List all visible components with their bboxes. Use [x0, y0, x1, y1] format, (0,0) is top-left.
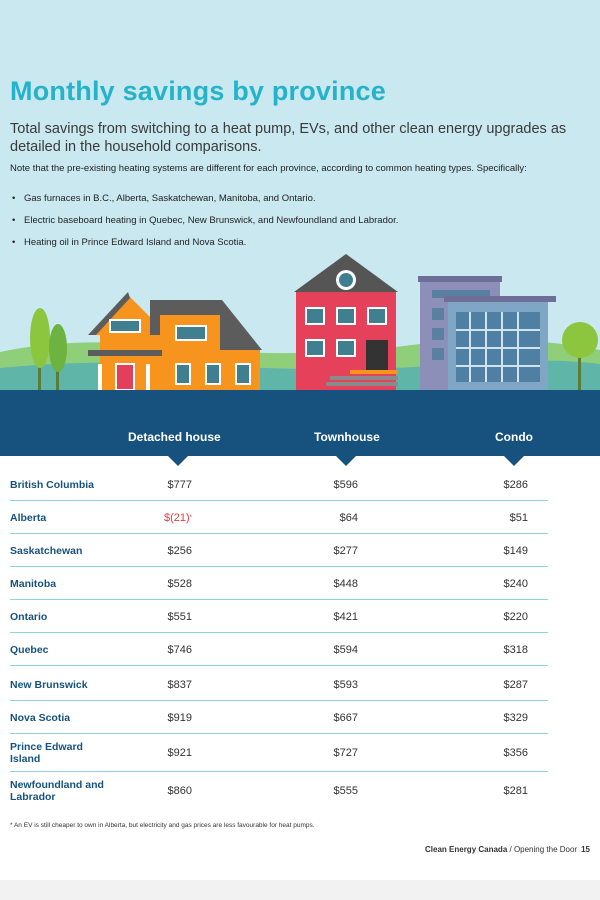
table-row: Nova Scotia $919 $667 $329 [0, 701, 600, 734]
footnote: * An EV is still cheaper to own in Alber… [10, 822, 315, 829]
detached-house-icon [88, 292, 262, 391]
townhouse-value: $277 [333, 544, 358, 557]
heating-list: Gas furnaces in B.C., Alberta, Saskatche… [10, 193, 580, 259]
tree-icon [30, 308, 67, 390]
detached-value: $919 [167, 711, 192, 724]
detached-value: $777 [167, 478, 192, 491]
townhouse-value: $596 [333, 478, 358, 491]
column-header-band [0, 390, 600, 456]
row-divider [10, 632, 548, 633]
townhouse-value: $555 [333, 785, 358, 797]
footer-organization: Clean Energy Canada [425, 845, 508, 854]
page-footer: Clean Energy Canada / Opening the Door 15 [425, 845, 590, 854]
heating-list-item: Heating oil in Prince Edward Island and … [10, 237, 580, 249]
condo-value: $51 [509, 511, 528, 524]
condo-value: $318 [503, 643, 528, 656]
footnote-marker: * [189, 514, 192, 521]
row-divider [10, 533, 548, 534]
table-row: Ontario $551 $421 $220 [0, 600, 600, 633]
province-name: Quebec [10, 643, 49, 656]
province-name: Manitoba [10, 577, 57, 590]
footer-separator: / [507, 845, 514, 854]
row-divider [10, 566, 548, 567]
page-subtitle: Total savings from switching to a heat p… [10, 121, 567, 155]
table-row: Prince Edward Island $921 $727 $356 [0, 734, 600, 772]
detached-value: $256 [167, 544, 192, 557]
province-name: British Columbia [10, 478, 95, 491]
province-name: Alberta [10, 511, 47, 524]
column-pointer [335, 455, 357, 466]
condo-value: $287 [503, 678, 528, 691]
row-divider [10, 700, 548, 701]
condo-value: $356 [503, 747, 528, 759]
townhouse-value: $727 [333, 747, 358, 759]
column-pointer [503, 455, 525, 466]
province-name: Saskatchewan [10, 544, 83, 557]
row-divider [10, 771, 548, 772]
condo-value: $220 [503, 610, 528, 623]
row-divider [10, 733, 548, 734]
tree-icon [562, 322, 598, 390]
townhouse-value: $667 [333, 711, 358, 724]
table-row: British Columbia $777 $596 $286 [0, 468, 600, 501]
heating-list-item: Electric baseboard heating in Quebec, Ne… [10, 215, 580, 227]
negative-value: $(21) [163, 511, 190, 524]
province-name: Ontario [10, 610, 48, 623]
heating-list-item: Gas furnaces in B.C., Alberta, Saskatche… [10, 193, 580, 205]
table-row: Saskatchewan $256 $277 $149 [0, 534, 600, 567]
condo-value: $149 [503, 544, 528, 557]
page-number: 15 [581, 845, 590, 854]
table-row: New Brunswick $837 $593 $287 [0, 668, 600, 701]
detached-value: $921 [167, 747, 192, 759]
townhouse-value: $594 [333, 643, 358, 656]
column-pointer [167, 455, 189, 466]
table-row: Newfoundland and Labrador $860 $555 $281 [0, 772, 600, 810]
townhouse-value: $64 [339, 511, 358, 524]
condo-building-icon [418, 276, 556, 390]
report-page: Monthly savings by province Total saving… [0, 0, 600, 880]
townhouse-value: $421 [333, 610, 358, 623]
table-row: Alberta $(21) * $64 $51 [0, 501, 600, 534]
detached-value: $746 [167, 643, 192, 656]
detached-value: $837 [167, 678, 192, 691]
province-name: Prince Edward Island [10, 741, 83, 765]
detached-value: $551 [167, 610, 192, 623]
column-header-condo: Condo [495, 430, 533, 444]
townhouse-value: $593 [333, 678, 358, 691]
condo-value: $329 [503, 711, 528, 724]
table-row: Quebec $746 $594 $318 [0, 633, 600, 666]
column-header-townhouse: Townhouse [314, 430, 380, 444]
heating-note: Note that the pre-existing heating syste… [10, 163, 527, 174]
footer-publication: Opening the Door [513, 845, 578, 854]
column-header-detached: Detached house [128, 430, 221, 444]
housing-illustration [0, 254, 600, 391]
townhouse-icon [294, 254, 398, 390]
condo-value: $281 [503, 785, 528, 797]
condo-value: $240 [503, 577, 528, 590]
table-row: Manitoba $528 $448 $240 [0, 567, 600, 600]
townhouse-value: $448 [333, 577, 358, 590]
detached-value: $860 [167, 785, 192, 797]
page-title: Monthly savings by province [10, 76, 386, 106]
detached-value: $(21) * [130, 501, 192, 534]
condo-value: $286 [503, 478, 528, 491]
row-divider [10, 500, 548, 501]
province-name: Nova Scotia [10, 711, 71, 724]
row-divider [10, 599, 548, 600]
province-name: Newfoundland and Labrador [10, 779, 104, 803]
row-divider [10, 665, 548, 666]
province-name: New Brunswick [10, 678, 88, 691]
detached-value: $528 [167, 577, 192, 590]
